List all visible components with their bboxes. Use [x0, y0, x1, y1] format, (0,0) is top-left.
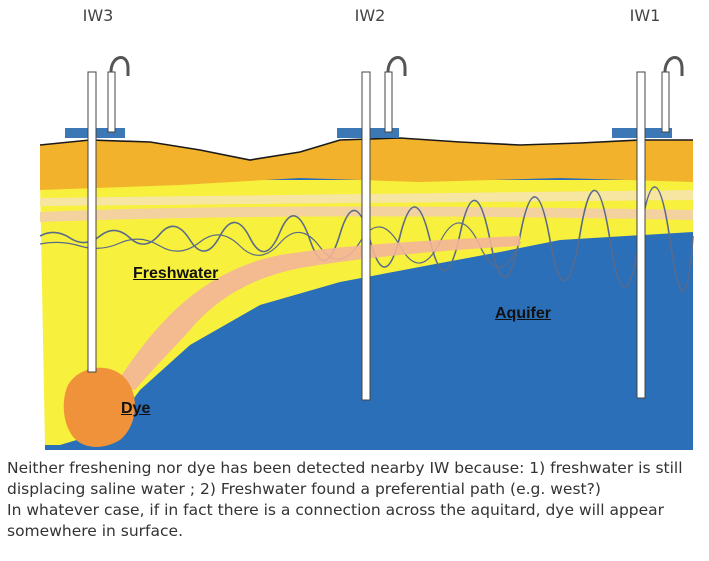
iw3-label: IW3 — [82, 6, 114, 25]
iw1-label: IW1 — [629, 6, 661, 25]
caption-line-2: displacing saline water ; 2) Freshwater … — [7, 480, 601, 498]
dye-label: Dye — [121, 400, 151, 417]
iw2-label: IW2 — [354, 6, 386, 25]
aquifer-label: Aquifer — [495, 305, 551, 322]
iw3-casing — [87, 71, 97, 373]
iw1-standpipe — [661, 56, 684, 133]
ground-surface-line — [39, 137, 693, 161]
cross-section-diagram — [39, 56, 694, 450]
caption-line-4: somewhere in surface. — [7, 522, 183, 540]
caption-line-3: In whatever case, if in fact there is a … — [7, 501, 665, 519]
freshwater-plume — [115, 236, 520, 390]
caption: Neither freshening nor dye has been dete… — [7, 458, 707, 542]
caption-line-1: Neither freshening nor dye has been dete… — [7, 459, 683, 477]
iw1-casing — [636, 71, 646, 399]
iw2-casing — [361, 71, 371, 401]
dye-blob — [63, 367, 136, 447]
freshwater-label: Freshwater — [133, 265, 219, 282]
iw2-standpipe — [384, 56, 407, 133]
freshwater-body — [40, 180, 693, 445]
iw3-standpipe — [107, 56, 130, 133]
aquitard-line — [39, 186, 694, 292]
aquitard-line-2 — [39, 222, 521, 268]
